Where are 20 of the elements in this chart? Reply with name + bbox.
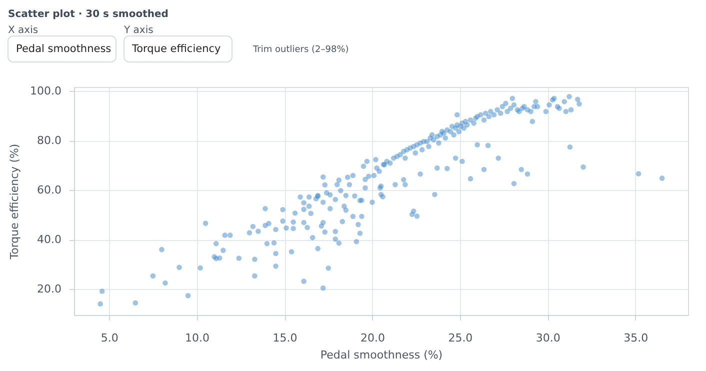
x-tick-label: 15.0: [272, 332, 298, 344]
x-tick-label: 5.0: [100, 332, 118, 344]
x-tick-label: 25.0: [448, 332, 473, 344]
x-tick-label: 10.0: [185, 332, 210, 344]
text: Y axis: [123, 25, 154, 36]
text: Pedal smoothness: [16, 43, 112, 55]
y-axis-title: Torque efficiency (%): [8, 144, 22, 260]
x-tick-label: 20.0: [360, 332, 385, 344]
y-tick-label: 60.0: [37, 184, 62, 197]
y-tick-label: 100.0: [30, 84, 62, 98]
x-axis-title: Pedal smoothness (%): [320, 348, 443, 362]
text: X axis: [8, 25, 38, 36]
y-tick-label: 40.0: [37, 233, 62, 246]
y-tick-label: 80.0: [37, 134, 62, 148]
y-tick-label: 20.0: [37, 282, 62, 296]
x-tick-label: 35.0: [624, 332, 648, 344]
text: Torque efficiency: [131, 43, 221, 55]
text: Trim outliers (2–98%): [252, 45, 349, 55]
x-tick-label: 30.0: [536, 332, 560, 344]
chart-title: Scatter plot · 30 s smoothed: [8, 9, 168, 20]
